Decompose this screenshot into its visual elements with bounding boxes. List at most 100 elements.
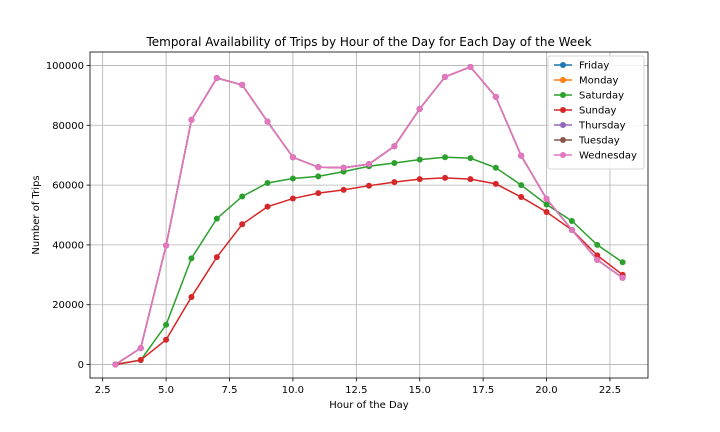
data-point [315, 164, 322, 171]
axis-ticks: 2.5 5.0 7.5 10.0 12.5 15.0 17.5 20.0 22.5 0 20000 4… [46, 61, 621, 396]
data-point [112, 361, 119, 368]
legend-item: Saturday [554, 91, 624, 102]
legend-label: Friday [579, 61, 609, 72]
data-point [239, 221, 246, 228]
x-tick-label: 2.5 [95, 385, 111, 396]
data-point [391, 159, 398, 166]
data-point [594, 252, 601, 259]
data-point [315, 190, 322, 197]
chart-title: Temporal Availability of Trips by Hour o… [145, 35, 591, 49]
legend-item: Sunday [554, 106, 616, 117]
y-tick-label: 20000 [52, 300, 84, 311]
x-tick-label: 10.0 [282, 385, 304, 396]
data-point [213, 75, 220, 82]
legend-swatch-marker [560, 137, 566, 143]
data-point [163, 242, 170, 249]
data-point [366, 161, 372, 168]
x-tick-label: 7.5 [222, 385, 238, 396]
x-tick-label: 17.5 [472, 385, 494, 396]
x-axis-label: Hour of the Day [329, 400, 409, 411]
data-point [289, 195, 296, 202]
data-point [492, 93, 499, 100]
data-point [518, 182, 525, 189]
legend-label: Tuesday [578, 136, 620, 147]
legend-label: Saturday [579, 91, 624, 102]
y-tick-label: 40000 [52, 240, 84, 251]
data-point [492, 164, 499, 171]
data-point [543, 195, 550, 202]
data-point [315, 173, 322, 180]
legend: Friday Monday Saturday Sunday Thursday Tuesda… [547, 55, 645, 170]
data-point [188, 255, 195, 262]
legend-swatch-marker [560, 122, 566, 128]
data-point [416, 105, 423, 112]
legend-label: Monday [579, 76, 619, 87]
legend-swatch-marker [560, 77, 566, 83]
legend-swatch-marker [560, 107, 566, 113]
data-point [391, 143, 398, 150]
data-point [264, 118, 271, 125]
y-tick-label: 100000 [46, 61, 84, 72]
legend-swatch-marker [560, 92, 566, 98]
data-point [619, 259, 626, 266]
data-point [188, 293, 195, 300]
data-point [264, 179, 271, 186]
data-point [289, 175, 296, 182]
data-point [137, 345, 144, 352]
y-tick-label: 0 [78, 360, 84, 371]
data-point [594, 256, 601, 263]
data-point [416, 156, 423, 163]
x-tick-label: 5.0 [158, 385, 174, 396]
legend-item: Tuesday [554, 136, 620, 147]
data-point [442, 154, 449, 161]
data-point [518, 152, 525, 159]
data-point [289, 154, 296, 161]
legend-label: Sunday [579, 106, 616, 117]
x-tick-label: 22.5 [599, 385, 621, 396]
data-point [467, 176, 474, 183]
data-point [213, 215, 220, 222]
data-point [492, 180, 499, 187]
legend-item: Wednesday [554, 151, 637, 162]
data-point [467, 63, 474, 70]
data-point [340, 164, 347, 171]
series-layer [112, 63, 626, 368]
legend-label: Wednesday [579, 151, 637, 162]
data-point [467, 155, 474, 162]
data-point [239, 81, 246, 88]
data-point [518, 194, 525, 201]
series-sunday [112, 174, 626, 368]
data-point [213, 254, 220, 261]
legend-swatch-marker [560, 152, 566, 158]
data-point [163, 336, 170, 343]
y-tick-label: 80000 [52, 121, 84, 132]
data-point [568, 226, 575, 233]
data-point [163, 321, 170, 328]
legend-item: Thursday [554, 121, 626, 132]
x-tick-label: 20.0 [535, 385, 557, 396]
legend-item: Monday [554, 76, 619, 87]
plot-frame [89, 51, 649, 379]
legend-item: Friday [554, 61, 609, 72]
y-axis-label: Number of Trips [31, 175, 42, 254]
data-point [568, 217, 575, 224]
legend-swatch-marker [560, 62, 566, 68]
x-tick-label: 15.0 [409, 385, 431, 396]
data-point [442, 73, 449, 80]
legend-label: Thursday [578, 121, 626, 132]
data-point [137, 357, 144, 364]
data-point [416, 176, 423, 183]
x-tick-label: 12.5 [345, 385, 367, 396]
data-point [391, 179, 398, 186]
data-point [619, 274, 626, 281]
data-point [188, 116, 195, 123]
data-point [543, 201, 550, 208]
data-point [543, 209, 550, 216]
data-point [239, 193, 246, 200]
data-point [366, 182, 372, 189]
y-tick-label: 60000 [52, 181, 84, 192]
series-wednesday [112, 63, 626, 368]
data-point [340, 186, 347, 193]
data-point [442, 174, 449, 181]
